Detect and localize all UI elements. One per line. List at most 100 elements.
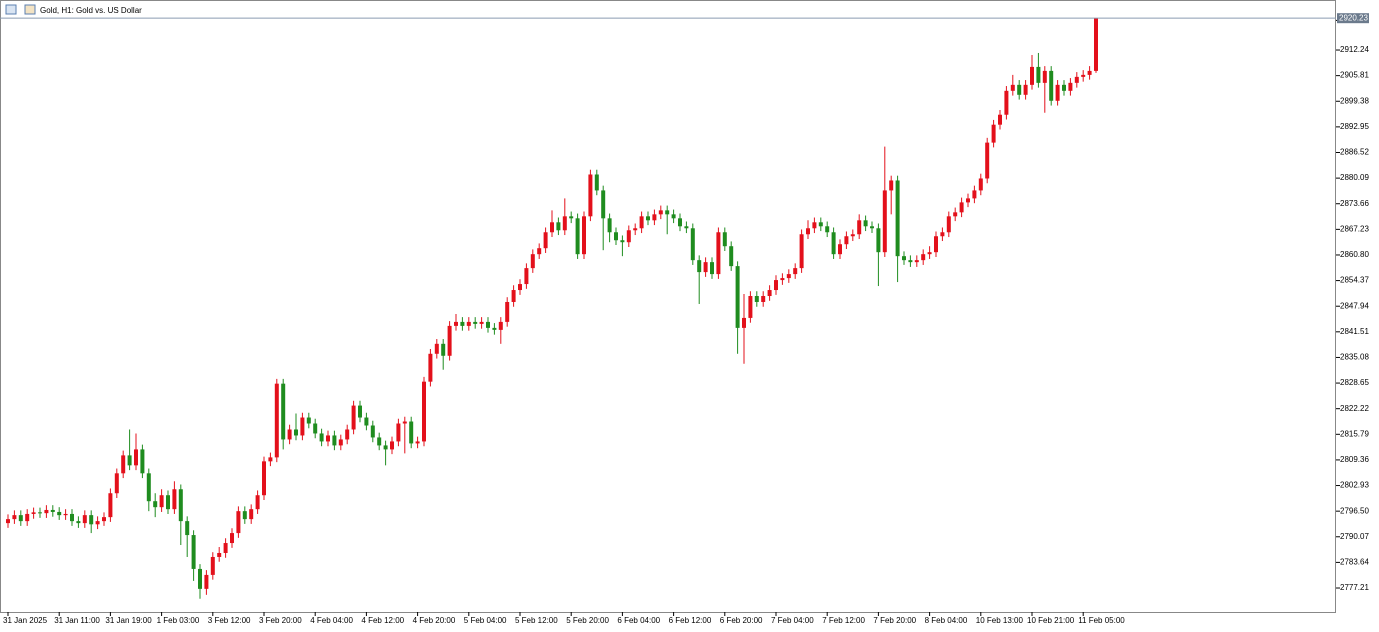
candle-body [249, 509, 254, 520]
candle-body [185, 521, 190, 536]
x-tick-label: 8 Feb 04:00 [925, 616, 968, 625]
candle-body [486, 321, 490, 328]
candle-body [1042, 70, 1047, 83]
candle-body [569, 216, 574, 219]
candle-body [134, 449, 138, 466]
candle-body [895, 180, 900, 257]
x-tick-label: 5 Feb 20:00 [566, 616, 609, 625]
x-tick-label: 7 Feb 04:00 [771, 616, 814, 625]
candle-body [434, 343, 439, 354]
candle-body [703, 262, 708, 273]
candle-body [140, 449, 145, 474]
candle-body [505, 301, 510, 322]
candle-body [1062, 84, 1066, 91]
candle-body [396, 423, 401, 442]
y-tick-label: 2809.36 [1340, 455, 1369, 464]
candle-body [294, 429, 298, 436]
candle-body [831, 232, 836, 255]
candle-body [473, 321, 478, 324]
y-tick-label: 2905.81 [1340, 71, 1369, 80]
candle-body [870, 226, 874, 229]
plot-frame [0, 0, 1336, 613]
candle-body [767, 290, 772, 297]
candle-body [1010, 84, 1015, 91]
candle-body [428, 353, 433, 382]
candle-body [159, 495, 164, 508]
candle-body [121, 455, 126, 474]
y-tick-label: 2802.93 [1340, 481, 1369, 490]
candle-body [991, 124, 996, 143]
candle-body [166, 495, 170, 510]
candle-body [985, 142, 990, 179]
candle-body [492, 327, 497, 330]
candle-body [646, 216, 650, 221]
candle-body [25, 513, 30, 522]
candle-body [940, 232, 945, 237]
candle-body [735, 266, 740, 328]
candle-body [825, 226, 830, 233]
candle-body [761, 296, 766, 302]
y-tick-label: 2899.38 [1340, 96, 1369, 105]
x-tick-label: 1 Feb 03:00 [157, 616, 200, 625]
y-tick-label: 2828.65 [1340, 378, 1369, 387]
candle-body [562, 216, 567, 231]
candle-body [582, 216, 586, 255]
candle-body [326, 435, 330, 442]
menu-icon[interactable] [5, 4, 17, 15]
x-tick-label: 3 Feb 20:00 [259, 616, 302, 625]
x-tick-label: 11 Feb 05:00 [1078, 616, 1125, 625]
candle-body [204, 574, 209, 589]
candle-body [319, 433, 324, 442]
candle-body [729, 246, 734, 267]
candle-body [6, 519, 10, 524]
candle-body [1030, 66, 1034, 85]
candle-body [1094, 18, 1098, 71]
candle-body [799, 234, 804, 269]
candle-body [415, 441, 420, 444]
candle-body [844, 236, 849, 245]
candle-body [370, 425, 375, 438]
y-tick-label: 2873.66 [1340, 199, 1369, 208]
candle-body [780, 278, 785, 281]
x-tick-label: 4 Feb 04:00 [310, 616, 353, 625]
candle-body [690, 228, 695, 261]
candle-body [82, 515, 87, 524]
candle-body [1004, 90, 1009, 115]
candle-body [242, 511, 247, 520]
y-tick-label: 2854.37 [1340, 276, 1369, 285]
candle-body [230, 533, 234, 544]
y-tick-label: 2860.80 [1340, 250, 1369, 259]
candle-body [198, 568, 202, 589]
candle-body [454, 321, 458, 326]
candle-body [876, 228, 881, 253]
candle-body [44, 509, 49, 514]
candle-body [575, 218, 580, 255]
candle-body [556, 222, 561, 231]
candle-body [70, 513, 74, 522]
candle-body [191, 535, 196, 569]
candle-body [38, 512, 42, 514]
candle-body [953, 212, 958, 217]
candle-body [313, 423, 318, 434]
candle-body [518, 284, 522, 291]
candle-body [850, 234, 855, 237]
y-tick-label: 2777.21 [1340, 583, 1369, 592]
candle-body [1049, 70, 1054, 101]
chart-icon[interactable] [24, 4, 36, 15]
candle-body [12, 515, 17, 520]
y-tick-label: 2892.95 [1340, 122, 1369, 131]
candle-body [236, 511, 241, 534]
candle-body [742, 317, 746, 328]
y-tick-label: 2783.64 [1340, 558, 1369, 567]
candle-body [402, 421, 407, 424]
candle-body [1017, 84, 1022, 95]
x-tick-label: 3 Feb 12:00 [208, 616, 251, 625]
candle-body [114, 473, 119, 494]
candle-body [524, 268, 529, 285]
candle-body [287, 429, 292, 440]
candle-body [377, 437, 382, 446]
candle-body [1023, 84, 1028, 95]
candle-body [383, 445, 388, 450]
candle-body [684, 226, 689, 229]
